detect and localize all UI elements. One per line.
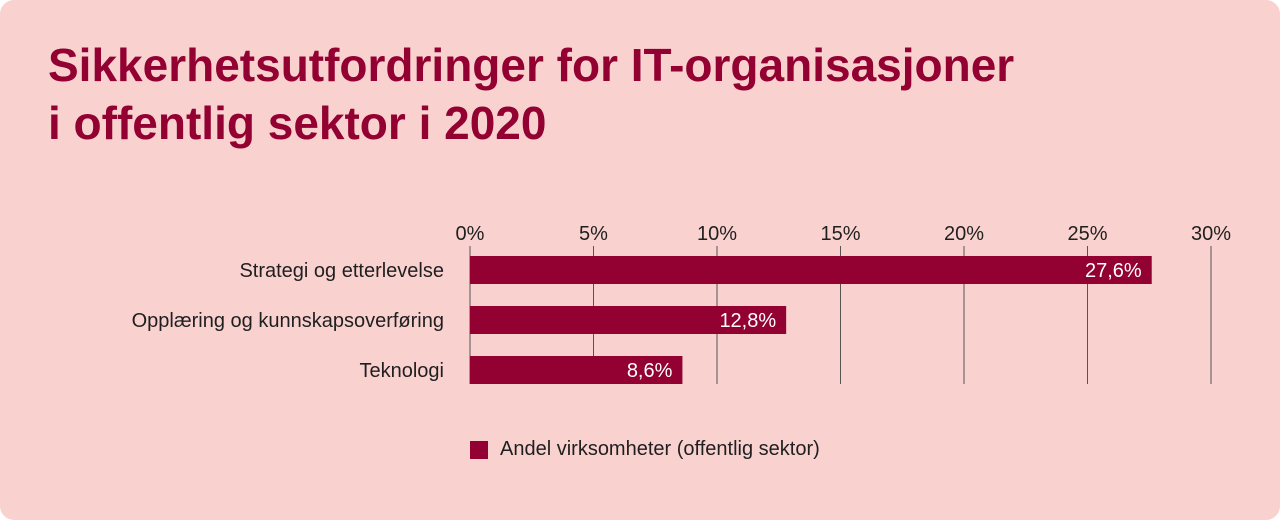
bar-data-label: 8,6% [627,360,673,382]
x-tick-label: 15% [820,223,860,245]
bar-data-label: 12,8% [719,310,776,332]
x-tick-label: 0% [456,223,485,245]
x-tick-label: 5% [579,223,608,245]
x-tick-label: 10% [697,223,737,245]
chart-legend: Andel virksomheter (offentlig sektor) [470,438,820,461]
chart-title-line-1: Sikkerhetsutfordringer for IT-organisasj… [48,39,1015,91]
legend-swatch [470,440,488,459]
chart-title: Sikkerhetsutfordringer for IT-organisasj… [48,36,1148,152]
bar [470,306,787,334]
x-tick-label: 30% [1191,223,1231,245]
x-tick-label: 20% [944,223,984,245]
bar [470,356,683,384]
bar [470,256,1152,284]
category-label: Teknologi [359,360,444,382]
category-label: Opplæring og kunnskapsoverføring [132,310,444,332]
chart-title-line-2: i offentlig sektor i 2020 [48,97,547,149]
x-tick-label: 25% [1067,223,1107,245]
bar-data-label: 27,6% [1085,260,1142,282]
legend-label: Andel virksomheter (offentlig sektor) [500,438,820,460]
category-label: Strategi og etterlevelse [239,260,444,282]
